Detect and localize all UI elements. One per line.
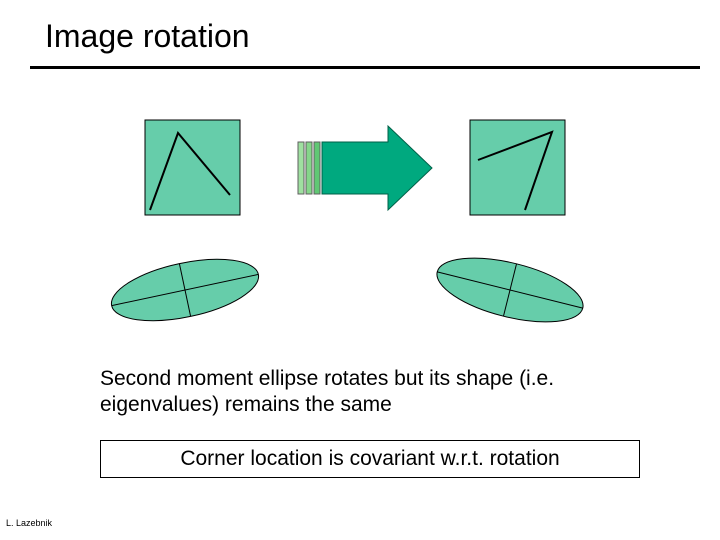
arrow-tail-bar-2 [314,142,320,194]
diagram-svg [0,90,720,360]
left-ellipse [106,248,264,332]
title-rule [30,66,700,69]
arrow-icon [322,126,432,210]
right-ellipse [431,246,590,335]
diagram [0,90,720,360]
attribution: L. Lazebnik [6,518,52,528]
page-title: Image rotation [45,18,690,55]
arrow-tail-bar-1 [306,142,312,194]
left-patch [145,120,240,215]
callout-text: Corner location is covariant w.r.t. rota… [180,447,559,470]
title-wrap: Image rotation [45,18,690,55]
callout-box: Corner location is covariant w.r.t. rota… [100,440,640,478]
caption-text: Second moment ellipse rotates but its sh… [100,366,640,419]
arrow-tail-bar-0 [298,142,304,194]
slide: Image rotation Second moment ellipse rot… [0,0,720,540]
